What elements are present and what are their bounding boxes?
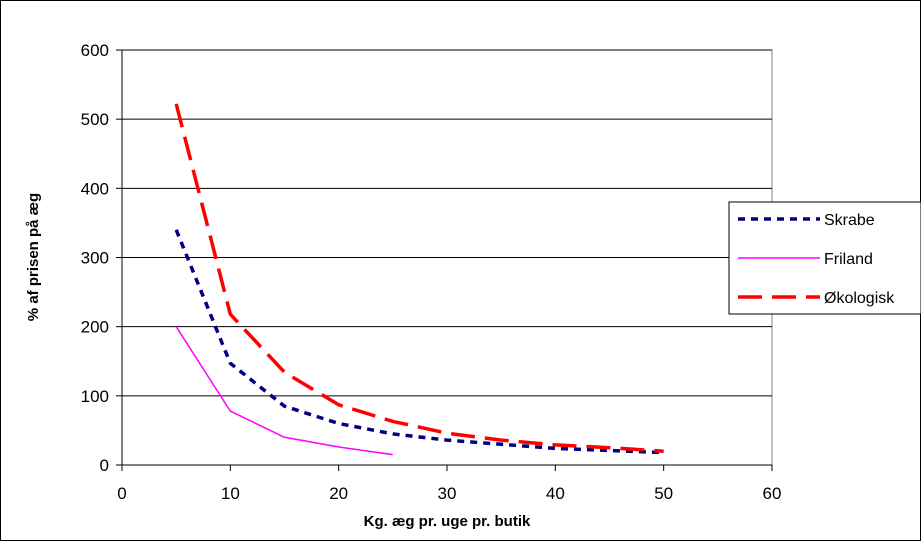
- legend: Skrabe Friland Økologisk: [728, 201, 921, 315]
- x-tick-label: 30: [438, 484, 457, 503]
- x-axis-title: Kg. æg pr. uge pr. butik: [364, 513, 531, 530]
- y-tick-label: 200: [81, 318, 109, 337]
- y-tick-label: 100: [81, 387, 109, 406]
- gridlines: [122, 49, 772, 397]
- x-tick-label: 20: [329, 484, 348, 503]
- series-lines: [174, 103, 664, 456]
- x-tick-label: 40: [546, 484, 565, 503]
- x-tick-label: 50: [654, 484, 673, 503]
- series-line-2: [175, 326, 393, 456]
- legend-label-3: Økologisk: [824, 290, 895, 307]
- y-tick-labels: 0 100 200 300 400 500 600: [81, 41, 109, 475]
- y-axis-title: % af prisen på æg: [25, 193, 42, 321]
- x-tick-label: 0: [117, 484, 126, 503]
- legend-label-1: Skrabe: [824, 212, 875, 229]
- x-tick-labels: 0 10 20 30 40 50 60: [117, 484, 781, 503]
- y-tick-label: 400: [81, 179, 109, 198]
- y-tick-label: 500: [81, 110, 109, 129]
- x-tick-label: 60: [763, 484, 782, 503]
- series-line-3: [174, 103, 664, 453]
- axes: [116, 49, 773, 471]
- series-line-1: [174, 229, 664, 455]
- y-tick-label: 600: [81, 41, 109, 60]
- legend-label-2: Friland: [824, 251, 873, 268]
- y-tick-label: 300: [81, 249, 109, 268]
- y-tick-label: 0: [100, 456, 109, 475]
- x-tick-label: 10: [221, 484, 240, 503]
